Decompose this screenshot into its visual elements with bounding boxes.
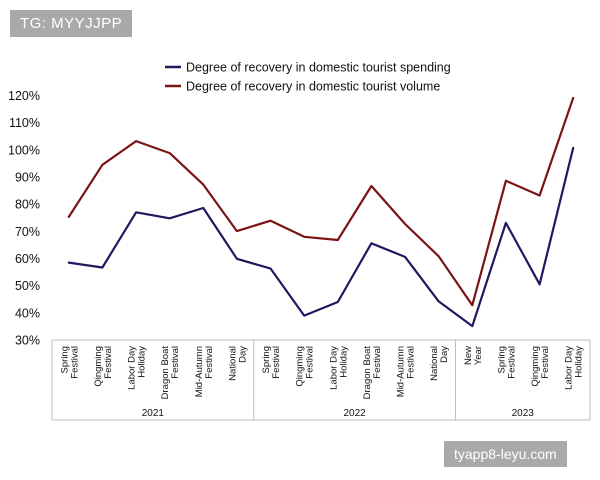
x-tick-label: Festival [103,346,114,379]
x-tick-label: Day [439,346,450,363]
x-tick-label: Day [237,346,248,363]
x-tick-label: Festival [406,346,417,379]
x-tick-label: Labor Day [564,346,575,390]
y-tick-label: 70% [15,225,40,239]
x-tick-label: Festival [170,346,181,379]
y-tick-label: 60% [15,252,40,266]
x-tick-label: Festival [204,346,215,379]
x-tick-label: Labor Day [328,346,339,390]
y-tick-label: 40% [15,306,40,320]
x-tick-label: Mid-Autumn [396,346,407,397]
x-axis: Spring Festival Qingming Festival Labor Day H… [51,339,591,421]
x-tick-label: Dragon Boat [160,346,171,400]
x-tick-label: Qingming [530,346,541,387]
x-tick-label: Festival [271,346,282,379]
x-tick-label: Dragon Boat [362,346,373,400]
y-tick-label: 90% [15,171,40,185]
y-tick-label: 50% [15,279,40,293]
y-tick-label: 80% [15,198,40,212]
watermark-url: tyapp8-leyu.com [444,441,567,467]
x-tick-label: Spring [261,346,272,373]
x-tick-label: Labor Day [127,346,138,390]
x-tick-label: Qingming [93,346,104,387]
x-tick-label: Festival [372,346,383,379]
y-tick-label: 30% [15,334,40,348]
y-axis: 30% 40% 50% 60% 70% 80% 90% 100% 110% 120% [8,89,40,348]
y-tick-label: 110% [9,116,40,130]
x-tick-label: New [463,346,474,365]
x-tick-label: Qingming [295,346,306,387]
year-label: 2021 [142,408,165,419]
y-tick-label: 120% [8,89,40,103]
series-line-1 [67,146,575,328]
x-tick-label: Festival [305,346,316,379]
x-tick-label: Spring [59,346,70,373]
x-tick-label: Festival [506,346,517,379]
x-tick-label: Festival [69,346,80,379]
x-tick-label: National [227,346,238,381]
watermark-tag: TG: MYYJJPP [10,10,133,37]
x-tick-label: Holiday [137,346,148,378]
x-tick-label: Spring [496,346,507,373]
x-tick-label: National [429,346,440,381]
legend: Degree of recovery in domestic tourist s… [165,61,451,94]
legend-label: Degree of recovery in domestic tourist v… [186,80,440,94]
x-tick-label: Mid-Autumn [194,346,205,397]
x-tick-label: Year [473,346,484,365]
x-tick-label: Holiday [338,346,349,378]
y-tick-label: 100% [8,143,40,157]
x-tick-label: Holiday [574,346,585,378]
year-label: 2022 [344,408,367,419]
x-tick-label: Festival [540,346,551,379]
series-layer [67,96,575,328]
legend-label: Degree of recovery in domestic tourist s… [186,61,451,75]
year-label: 2023 [512,408,535,419]
series-line-2 [67,96,575,307]
